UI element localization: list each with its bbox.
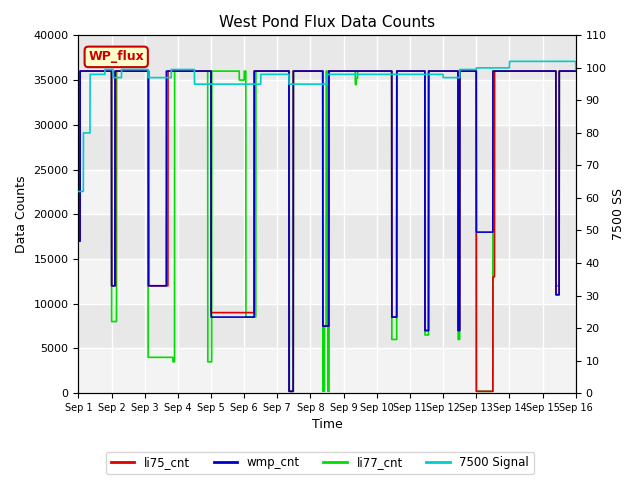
Legend: li75_cnt, wmp_cnt, li77_cnt, 7500 Signal: li75_cnt, wmp_cnt, li77_cnt, 7500 Signal xyxy=(106,452,534,474)
X-axis label: Time: Time xyxy=(312,419,342,432)
Bar xyxy=(79,304,576,348)
Bar xyxy=(79,80,576,125)
Title: West Pond Flux Data Counts: West Pond Flux Data Counts xyxy=(219,15,435,30)
Bar xyxy=(79,259,576,304)
Bar xyxy=(79,348,576,393)
Text: WP_flux: WP_flux xyxy=(88,50,144,63)
Y-axis label: Data Counts: Data Counts xyxy=(15,176,28,253)
Bar xyxy=(79,125,576,169)
Bar xyxy=(79,36,576,80)
Bar xyxy=(79,169,576,214)
Bar xyxy=(79,214,576,259)
Y-axis label: 7500 SS: 7500 SS xyxy=(612,188,625,240)
